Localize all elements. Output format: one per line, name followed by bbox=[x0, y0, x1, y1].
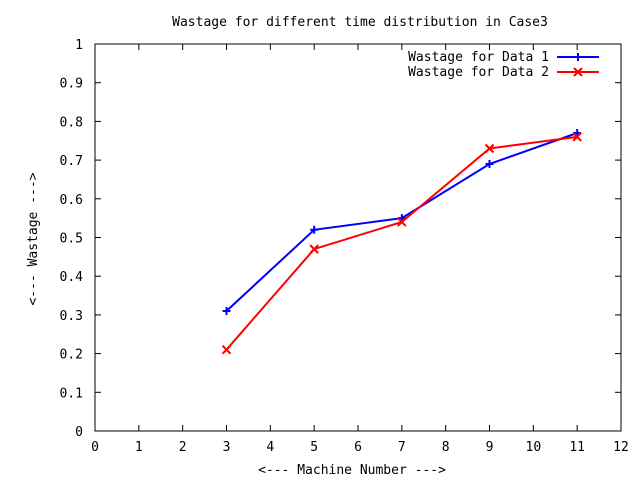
y-tick-label: 0.5 bbox=[60, 232, 83, 247]
data-point-series-1 bbox=[222, 307, 231, 316]
data-point-series-2 bbox=[221, 345, 232, 355]
y-tick-label: 0.6 bbox=[60, 193, 83, 208]
data-point-series-1 bbox=[310, 225, 319, 234]
x-tick-label: 6 bbox=[354, 440, 362, 455]
x-tick-label: 2 bbox=[179, 440, 187, 455]
y-tick-label: 1 bbox=[75, 38, 83, 53]
x-tick-label: 3 bbox=[223, 440, 231, 455]
x-tick-label: 5 bbox=[310, 440, 318, 455]
x-tick-label: 11 bbox=[569, 440, 585, 455]
x-tick-label: 1 bbox=[135, 440, 143, 455]
y-tick-label: 0.7 bbox=[60, 154, 83, 169]
plot-frame bbox=[94, 43, 622, 432]
y-tick-label: 0.4 bbox=[60, 270, 84, 285]
data-point-series-1 bbox=[485, 159, 494, 168]
x-axis-label: <--- Machine Number ---> bbox=[258, 463, 446, 478]
data-point-series-2 bbox=[484, 143, 495, 154]
data-point-series-2 bbox=[572, 132, 582, 142]
x-tick-label: 9 bbox=[486, 440, 494, 455]
legend-marker bbox=[573, 67, 583, 77]
axes-ticks: 00.10.20.30.40.50.60.70.80.910 1 2 3 4 5 6 7 8 9 1… bbox=[60, 38, 629, 455]
x-tick-label: 4 bbox=[266, 440, 274, 455]
y-tick-label: 0.3 bbox=[60, 309, 83, 324]
y-tick-label: 0.2 bbox=[60, 348, 83, 363]
legend-label: Wastage for Data 1 bbox=[408, 50, 549, 65]
y-tick-label: 0 bbox=[75, 425, 83, 440]
legend-marker bbox=[574, 53, 582, 61]
x-tick-label: 0 bbox=[91, 440, 99, 455]
data-point-series-2 bbox=[309, 244, 319, 254]
y-tick-label: 0.8 bbox=[60, 115, 83, 130]
legend-label: Wastage for Data 2 bbox=[408, 65, 549, 80]
x-tick-label: 8 bbox=[442, 440, 450, 455]
x-tick-label: 7 bbox=[398, 440, 406, 455]
y-tick-label: 0.1 bbox=[60, 386, 83, 401]
y-tick-label: 0.9 bbox=[60, 77, 83, 92]
series-line-2 bbox=[225, 135, 578, 351]
data-point-series-2 bbox=[397, 217, 407, 227]
series-lines bbox=[221, 129, 582, 355]
x-tick-label: 12 bbox=[613, 440, 629, 455]
y-axis-label: <--- Wastage ---> bbox=[26, 172, 41, 305]
x-tick-label: 10 bbox=[526, 440, 542, 455]
chart-title: Wastage for different time distribution … bbox=[172, 15, 548, 30]
